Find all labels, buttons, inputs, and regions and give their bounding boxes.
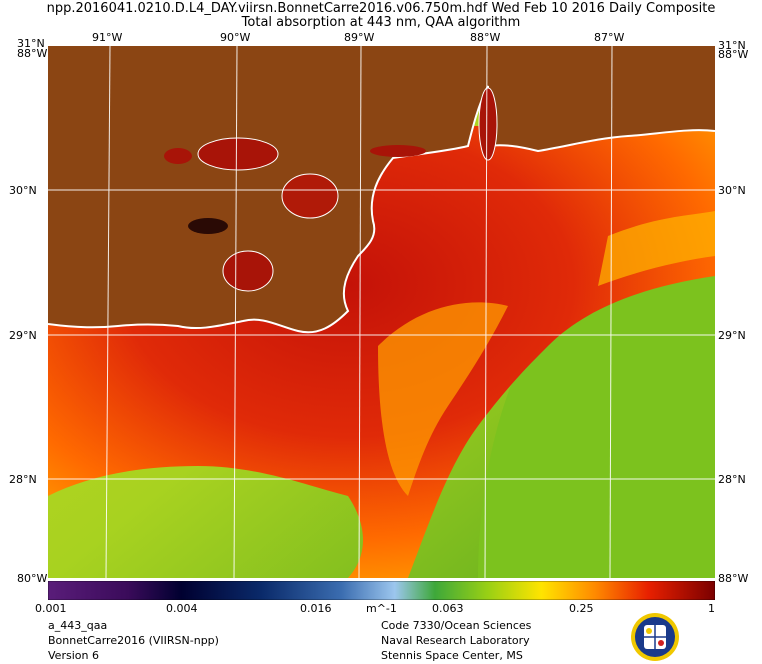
colorbar-tick-2: 0.016 bbox=[300, 602, 332, 615]
product-description-title: Total absorption at 443 nm, QAA algorith… bbox=[241, 15, 521, 30]
graticule bbox=[48, 46, 715, 578]
colorbar-unit: m^-1 bbox=[366, 602, 397, 615]
org-location: Stennis Space Center, MS bbox=[381, 649, 523, 662]
corner-label-bottom-right: 88°W bbox=[718, 572, 749, 585]
lake-borgne bbox=[281, 173, 339, 219]
lat-label-right-30n: 30°N bbox=[718, 184, 746, 197]
product-variable: a_443_qaa bbox=[48, 619, 108, 632]
lat-label-left-29n: 29°N bbox=[9, 329, 37, 342]
lat-label-right-29n: 29°N bbox=[718, 329, 746, 342]
colorbar-tick-1: 0.004 bbox=[166, 602, 198, 615]
colorbar-tick-4: 0.063 bbox=[432, 602, 464, 615]
lon-label-89w: 89°W bbox=[344, 31, 375, 44]
dataset-name: BonnetCarre2016 (VIIRSN-npp) bbox=[48, 634, 219, 647]
org-code: Code 7330/Ocean Sciences bbox=[381, 619, 532, 632]
colorbar-tick-6: 1 bbox=[708, 602, 715, 615]
mississippi-sound bbox=[370, 145, 426, 157]
barataria-bay bbox=[222, 250, 274, 292]
orange-front-east bbox=[598, 211, 715, 286]
lake-maurepas bbox=[164, 148, 192, 164]
corner-label-top-right: 88°W bbox=[718, 48, 749, 61]
product-filename-title: npp.2016041.0210.D.L4_DAY.viirsn.BonnetC… bbox=[46, 1, 716, 16]
lat-label-left-30n: 30°N bbox=[9, 184, 37, 197]
lon-label-88w: 88°W bbox=[470, 31, 501, 44]
land-mass bbox=[48, 46, 715, 333]
corner-label-top-right-lat: 31°N bbox=[718, 39, 746, 52]
nrl-seal-logo bbox=[631, 613, 679, 661]
version-label: Version 6 bbox=[48, 649, 99, 662]
corner-label-top-left: 88°W bbox=[17, 47, 48, 60]
corner-label-bottom-left: 80°W bbox=[17, 572, 48, 585]
colorbar-tick-5: 0.25 bbox=[569, 602, 594, 615]
absorption-map bbox=[48, 46, 715, 578]
lon-label-90w: 90°W bbox=[220, 31, 251, 44]
org-name: Naval Research Laboratory bbox=[381, 634, 530, 647]
lat-label-left-28n: 28°N bbox=[9, 473, 37, 486]
lon-label-91w: 91°W bbox=[92, 31, 123, 44]
colorbar-tick-0: 0.001 bbox=[35, 602, 67, 615]
lake-pontchartrain bbox=[197, 137, 279, 171]
mobile-bay bbox=[478, 87, 498, 161]
lat-label-right-28n: 28°N bbox=[718, 473, 746, 486]
coastal-bay-west bbox=[188, 218, 228, 234]
orange-front bbox=[378, 302, 508, 496]
corner-label-top-left-lat: 31°N bbox=[17, 37, 45, 50]
eastern-green-water bbox=[478, 256, 715, 578]
coastline bbox=[48, 85, 715, 334]
colorbar bbox=[48, 581, 715, 600]
lon-label-87w: 87°W bbox=[594, 31, 625, 44]
